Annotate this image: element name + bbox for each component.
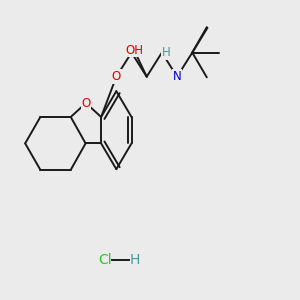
Text: OH: OH [125,44,143,57]
Text: O: O [112,70,121,83]
Text: H: H [130,253,140,267]
Text: H: H [162,46,171,59]
Text: N: N [173,70,182,83]
Text: Cl: Cl [99,253,112,267]
Text: O: O [81,97,91,110]
